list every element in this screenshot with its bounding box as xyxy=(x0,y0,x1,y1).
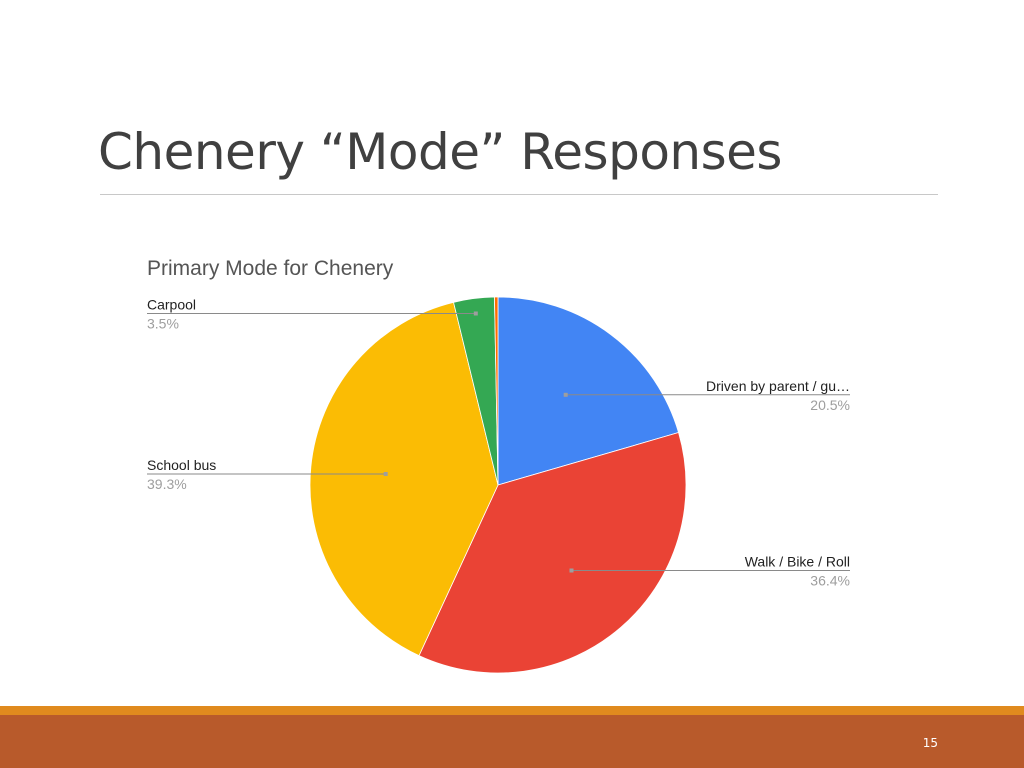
slice-percent-label: 36.4% xyxy=(810,573,850,589)
slice-percent-label: 20.5% xyxy=(810,397,850,413)
footer-band xyxy=(0,706,1024,768)
pie-chart: Primary Mode for Chenery Driven by paren… xyxy=(147,257,850,674)
leader-marker xyxy=(563,392,568,397)
leader-marker xyxy=(473,311,478,316)
footer-accent-stripe xyxy=(0,706,1024,715)
slice-percent-label: 3.5% xyxy=(147,316,179,332)
slice-label: Driven by parent / gu… xyxy=(706,378,850,394)
page-number: 15 xyxy=(922,736,938,750)
pie-chart-svg: Primary Mode for Chenery Driven by paren… xyxy=(147,257,850,674)
leader-marker xyxy=(569,568,574,573)
slice-label: Carpool xyxy=(147,297,196,313)
chart-title: Primary Mode for Chenery xyxy=(147,257,394,280)
slide-title: Chenery “Mode” Responses xyxy=(98,123,782,181)
pie-slice-other xyxy=(494,296,499,486)
pie-slice-driven-by-parent-gu xyxy=(497,296,680,486)
leader-marker xyxy=(383,472,388,476)
slice-label: School bus xyxy=(147,457,216,473)
pie-slice-school-bus xyxy=(309,301,499,657)
slice-percent-label: 39.3% xyxy=(147,476,187,492)
slice-label: Walk / Bike / Roll xyxy=(745,554,850,570)
title-divider xyxy=(100,194,938,195)
pie-slice-walk-bike-roll xyxy=(418,432,687,674)
